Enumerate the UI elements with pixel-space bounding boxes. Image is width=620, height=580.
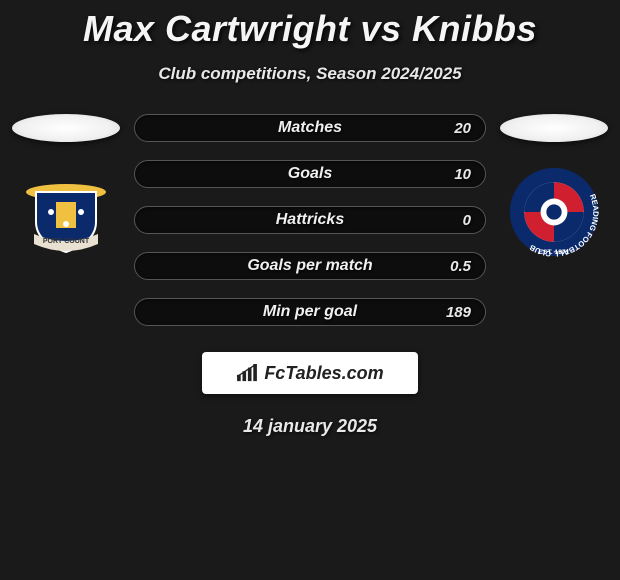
stockport-badge-icon: PORT COUNT: [16, 162, 116, 262]
stats-list: Matches 20 Goals 10 Hattricks 0 Goals pe…: [126, 114, 494, 326]
right-side: READING FOOTBALL CLUB EST. 1871: [494, 114, 614, 262]
stat-label: Hattricks: [135, 211, 485, 229]
reading-badge-icon: READING FOOTBALL CLUB EST. 1871: [506, 164, 602, 260]
stat-right-value: 20: [454, 120, 471, 137]
svg-text:EST. 1871: EST. 1871: [538, 249, 569, 256]
comparison-card: Max Cartwright vs Knibbs Club competitio…: [0, 0, 620, 437]
subtitle: Club competitions, Season 2024/2025: [0, 64, 620, 84]
left-side: PORT COUNT: [6, 114, 126, 262]
stat-right-value: 10: [454, 166, 471, 183]
stat-right-value: 189: [446, 304, 471, 321]
stat-row-matches: Matches 20: [134, 114, 486, 142]
stat-row-goals: Goals 10: [134, 160, 486, 188]
page-title: Max Cartwright vs Knibbs: [0, 8, 620, 50]
chart-icon: [236, 364, 258, 382]
main-row: PORT COUNT Matches 20 Goals 10 Hattricks…: [0, 114, 620, 326]
stat-label: Matches: [135, 119, 485, 137]
brand-box[interactable]: FcTables.com: [202, 352, 418, 394]
stat-right-value: 0.5: [450, 258, 471, 275]
brand-text: FcTables.com: [264, 363, 383, 384]
date-label: 14 january 2025: [0, 416, 620, 437]
stat-label: Goals: [135, 165, 485, 183]
stat-row-min-per-goal: Min per goal 189: [134, 298, 486, 326]
svg-text:PORT COUNT: PORT COUNT: [43, 238, 90, 245]
right-team-badge: READING FOOTBALL CLUB EST. 1871: [504, 162, 604, 262]
left-player-avatar: [12, 114, 120, 142]
right-player-avatar: [500, 114, 608, 142]
stat-row-hattricks: Hattricks 0: [134, 206, 486, 234]
stat-row-goals-per-match: Goals per match 0.5: [134, 252, 486, 280]
stat-label: Min per goal: [135, 303, 485, 321]
left-team-badge: PORT COUNT: [16, 162, 116, 262]
stat-label: Goals per match: [135, 257, 485, 275]
stat-right-value: 0: [463, 212, 471, 229]
